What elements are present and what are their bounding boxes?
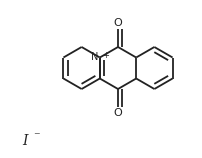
Text: O: O [113,109,122,118]
Text: O: O [113,18,122,27]
Text: +: + [101,52,108,61]
Text: ⁻: ⁻ [33,131,39,143]
Text: I: I [22,134,27,148]
Text: N: N [91,52,98,63]
